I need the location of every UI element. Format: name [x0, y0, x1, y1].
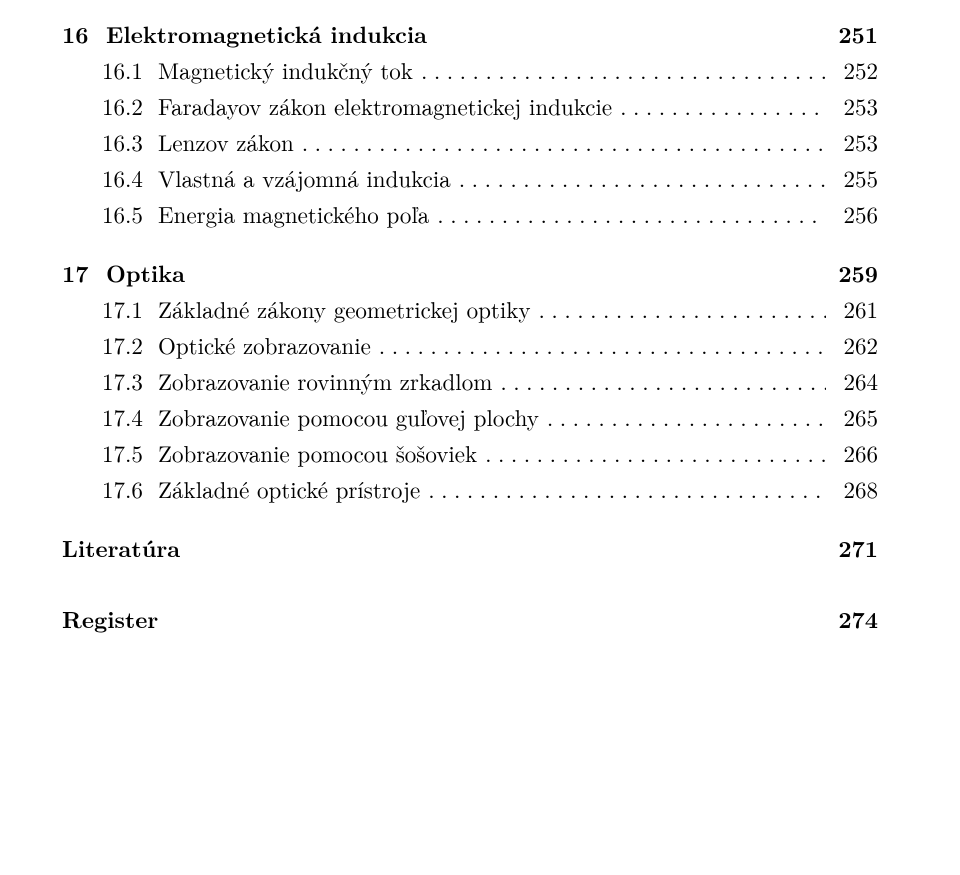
- section-title: Faradayov zákon elektromagnetickej induk…: [158, 94, 618, 117]
- section-title: Základné zákony geometrickej optiky: [158, 297, 537, 320]
- dot-leader: ........................................…: [618, 94, 826, 117]
- section-entry: 17.1 Základné zákony geometrickej optiky…: [102, 297, 878, 320]
- section-title: Optické zobrazovanie: [158, 333, 377, 356]
- section-title: Lenzov zákon: [158, 130, 300, 153]
- chapter-title: Optika: [106, 261, 185, 284]
- section-title: Energia magnetického poľa: [158, 202, 435, 225]
- section-entry: 17.4 Zobrazovanie pomocou guľovej plochy…: [102, 405, 878, 428]
- dot-leader: ........................................…: [300, 130, 826, 153]
- chapter-heading: 17 Optika 259: [62, 261, 878, 284]
- backmatter-page: 271: [838, 536, 878, 559]
- section-page: 266: [826, 441, 878, 464]
- dot-leader: ........................................…: [498, 369, 826, 392]
- section-page: 262: [826, 333, 878, 356]
- chapter-number: 16: [62, 22, 96, 45]
- section-entry: 16.3 Lenzov zákon ......................…: [102, 130, 878, 153]
- section-entry: 17.6 Základné optické prístroje ........…: [102, 477, 878, 500]
- dot-leader: ........................................…: [483, 441, 826, 464]
- backmatter-entry: Register 274: [62, 607, 878, 630]
- section-page: 253: [826, 94, 878, 117]
- section-title: Zobrazovanie pomocou šošoviek: [158, 441, 483, 464]
- chapter-number: 17: [62, 261, 96, 284]
- section-title: Zobrazovanie pomocou guľovej plochy: [158, 405, 545, 428]
- section-page: 252: [826, 58, 878, 81]
- section-entry: 16.2 Faradayov zákon elektromagnetickej …: [102, 94, 878, 117]
- dot-leader: ........................................…: [377, 333, 826, 356]
- section-number: 17.2: [102, 333, 158, 356]
- section-number: 17.5: [102, 441, 158, 464]
- backmatter-entry: Literatúra 271: [62, 536, 878, 559]
- backmatter-page: 274: [838, 607, 878, 630]
- section-page: 253: [826, 130, 878, 153]
- section-entry: 17.3 Zobrazovanie rovinným zrkadlom ....…: [102, 369, 878, 392]
- chapter-page: 251: [838, 22, 878, 45]
- section-number: 16.2: [102, 94, 158, 117]
- section-title: Základné optické prístroje: [158, 477, 426, 500]
- toc-page: 16 Elektromagnetická indukcia 251 16.1 M…: [0, 0, 960, 630]
- section-number: 16.4: [102, 166, 158, 189]
- dot-leader: ........................................…: [545, 405, 826, 428]
- backmatter-title: Register: [62, 607, 158, 630]
- section-number: 16.1: [102, 58, 158, 81]
- section-page: 265: [826, 405, 878, 428]
- section-page: 256: [826, 202, 878, 225]
- section-entry: 16.4 Vlastná a vzájomná indukcia .......…: [102, 166, 878, 189]
- backmatter-title: Literatúra: [62, 536, 180, 559]
- section-list: 16.1 Magnetický indukčný tok ...........…: [102, 58, 878, 225]
- chapter-page: 259: [838, 261, 878, 284]
- section-list: 17.1 Základné zákony geometrickej optiky…: [102, 297, 878, 500]
- section-number: 16.5: [102, 202, 158, 225]
- dot-leader: ........................................…: [537, 297, 826, 320]
- section-title: Magnetický indukčný tok: [158, 58, 419, 81]
- dot-leader: ........................................…: [426, 477, 826, 500]
- section-number: 16.3: [102, 130, 158, 153]
- section-number: 17.4: [102, 405, 158, 428]
- chapter-heading: 16 Elektromagnetická indukcia 251: [62, 22, 878, 45]
- section-page: 264: [826, 369, 878, 392]
- dot-leader: ........................................…: [435, 202, 826, 225]
- section-page: 261: [826, 297, 878, 320]
- dot-leader: ........................................…: [419, 58, 826, 81]
- section-title: Zobrazovanie rovinným zrkadlom: [158, 369, 498, 392]
- dot-leader: ........................................…: [457, 166, 826, 189]
- section-entry: 17.5 Zobrazovanie pomocou šošoviek .....…: [102, 441, 878, 464]
- section-page: 255: [826, 166, 878, 189]
- section-number: 17.3: [102, 369, 158, 392]
- section-title: Vlastná a vzájomná indukcia: [158, 166, 457, 189]
- section-number: 17.1: [102, 297, 158, 320]
- section-number: 17.6: [102, 477, 158, 500]
- section-entry: 16.5 Energia magnetického poľa .........…: [102, 202, 878, 225]
- chapter-title: Elektromagnetická indukcia: [106, 22, 427, 45]
- section-entry: 16.1 Magnetický indukčný tok ...........…: [102, 58, 878, 81]
- section-entry: 17.2 Optické zobrazovanie ..............…: [102, 333, 878, 356]
- section-page: 268: [826, 477, 878, 500]
